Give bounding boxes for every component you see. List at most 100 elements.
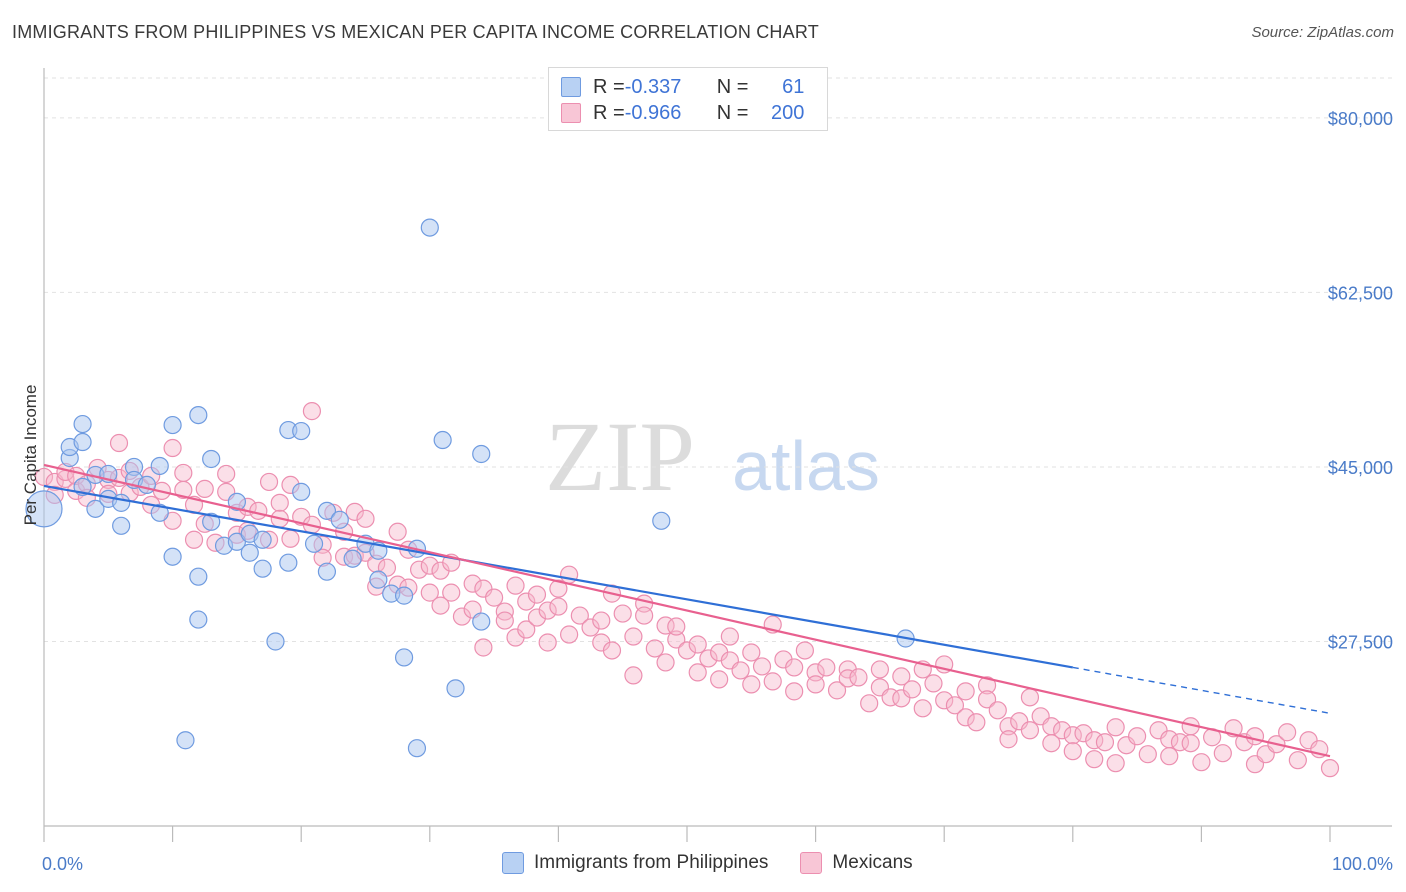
mexicans-point [945,696,965,715]
philippines-point [472,444,491,464]
legend-n-label: N = [716,101,749,124]
mexicans-point [656,653,675,672]
mexicans-point [517,592,536,611]
mexicans-point [581,618,600,637]
mexicans-point [281,529,300,548]
philippines-point [253,530,272,549]
mexicans-point [999,717,1018,736]
philippines-point [433,430,452,450]
mexicans-point [1106,754,1125,773]
philippines-point [189,610,208,629]
mexicans-point [817,658,836,677]
mexicans-point [463,574,482,593]
axes [43,68,1392,842]
mexicans-point [806,675,825,694]
mexicans-point [485,588,504,607]
legend-swatch-pink [561,103,581,123]
mexicans-point [913,699,932,718]
series-legend: Immigrants from Philippines Mexicans [502,852,945,874]
mexicans-point [613,604,632,623]
mexicans-point [570,606,589,625]
x-tick-label: 0.0% [42,854,83,874]
mexicans-point [1063,742,1082,761]
mexicans-point [592,611,611,630]
mexicans-point [388,522,407,541]
mexicans-point [870,660,890,679]
mexicans-point [109,433,129,453]
philippines-point [112,516,131,535]
mexicans-point [1020,688,1040,707]
philippines-point [317,501,337,520]
mexicans-point [677,641,697,660]
mexicans-point [710,670,729,689]
philippines-point [176,731,195,750]
mexicans-point [956,708,975,727]
mexicans-point [527,585,547,604]
mexicans-point [549,597,568,616]
mexicans-point [999,730,1018,749]
mexicans-point [1278,723,1297,742]
mexicans-point [785,658,804,677]
mexicans-point [527,608,547,627]
mexicans-point [1095,733,1115,752]
mexicans-point [549,579,568,598]
mexicans-point [517,620,536,639]
mexicans-point [902,680,922,699]
mexicans-point [420,583,439,602]
mexicans-trend-line [43,463,1331,758]
mexicans-point [1213,744,1232,763]
data-points [25,218,1340,778]
philippines-point [394,586,414,605]
philippines-point [25,490,63,528]
mexicans-point [602,641,622,660]
philippines-point [163,415,182,435]
mexicans-point [409,560,429,579]
mexicans-point [988,701,1007,720]
philippines-point [652,511,671,530]
mexicans-point [302,402,322,421]
legend-row-mexicans: R = -0.966 N = 200 [561,100,804,126]
mexicans-point [742,643,761,662]
mexicans-point [924,674,943,693]
series-swatch-blue [502,852,524,874]
mexicans-point [560,625,579,644]
mexicans-point [249,501,268,520]
mexicans-point [720,627,739,646]
mexicans-point [1020,721,1040,740]
mexicans-point [688,663,707,682]
mexicans-point [174,463,193,483]
philippines-point [279,553,298,572]
philippines-point [137,475,156,495]
series-label-philippines: Immigrants from Philippines [534,852,769,873]
chart-source: Source: ZipAtlas.com [1251,24,1394,41]
mexicans-point [731,661,750,680]
mexicans-point [849,668,868,687]
philippines-point [420,218,439,237]
philippines-point [73,414,92,434]
philippines-point [253,559,272,578]
legend-n-value: 200 [771,101,805,124]
mexicans-point [956,682,975,701]
mexicans-point [1106,718,1125,737]
y-tick-label: $27,500 [1328,632,1393,652]
mexicans-point [452,607,472,626]
philippines-point [202,512,221,531]
y-axis-title: Per Capita Income [21,385,40,526]
philippines-trend-line [43,484,1073,669]
mexicans-point [184,530,204,549]
legend-n-label: N = [716,75,749,98]
philippines-point [227,492,246,511]
mexicans-point [624,666,643,685]
philippines-point [150,503,169,522]
mexicans-point [1288,751,1307,770]
legend-r-value: -0.337 [624,75,682,98]
philippines-point [86,499,105,518]
mexicans-point [1181,734,1200,753]
philippines-point [446,679,465,698]
mexicans-point [742,675,761,694]
series-legend-philippines: Immigrants from Philippines [502,852,768,874]
philippines-point [189,567,208,586]
mexicans-point [538,633,557,652]
mexicans-point [1320,759,1340,778]
